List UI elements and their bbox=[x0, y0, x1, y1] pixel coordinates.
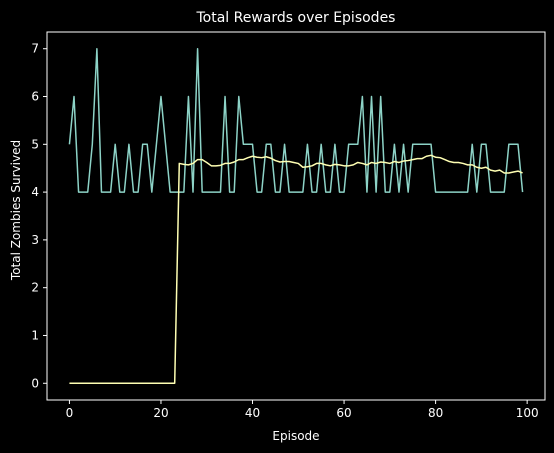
y-tick-label: 6 bbox=[31, 90, 39, 104]
x-axis-label: Episode bbox=[272, 429, 319, 443]
y-tick-label: 1 bbox=[31, 328, 39, 342]
y-tick-label: 4 bbox=[31, 185, 39, 199]
chart-title: Total Rewards over Episodes bbox=[196, 10, 396, 26]
series-line-2 bbox=[69, 154, 523, 385]
y-tick-label: 7 bbox=[31, 42, 39, 56]
x-tick-label: 80 bbox=[428, 406, 443, 420]
x-tick-label: 0 bbox=[66, 406, 74, 420]
x-tick-label: 40 bbox=[245, 406, 260, 420]
y-tick-label: 2 bbox=[31, 281, 39, 295]
x-tick-label: 60 bbox=[336, 406, 351, 420]
y-tick-label: 5 bbox=[31, 137, 39, 151]
axes-frame bbox=[46, 31, 546, 401]
x-tick-label: 100 bbox=[516, 406, 539, 420]
y-tick-label: 3 bbox=[31, 233, 39, 247]
y-axis-label: Total Zombies Survived bbox=[9, 140, 23, 281]
plot-area: 0 20 40 60 80 100 0 1 2 3 4 5 6 7 bbox=[31, 31, 546, 420]
x-tick-label: 20 bbox=[153, 406, 168, 420]
y-tick-label: 0 bbox=[31, 376, 39, 390]
series-line-1 bbox=[68, 47, 524, 193]
